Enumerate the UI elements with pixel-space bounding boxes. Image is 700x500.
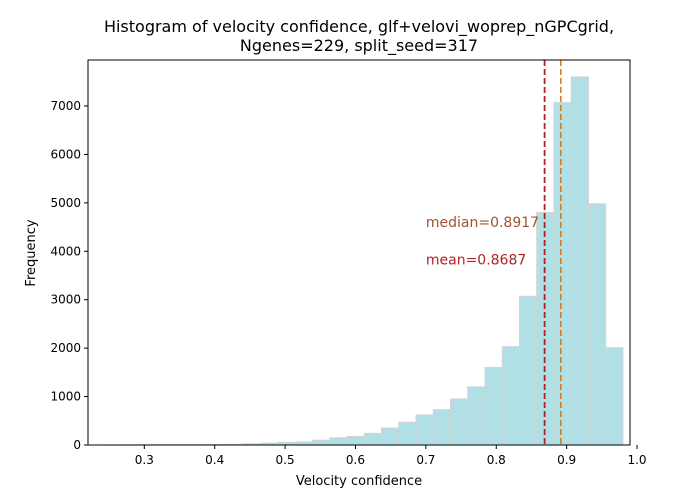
histogram-bar [346,436,365,446]
x-tick-label: 0.6 [346,453,365,467]
chart-title-line2: Ngenes=229, split_seed=317 [240,36,478,56]
histogram-bar [553,102,572,446]
y-tick-label: 5000 [50,196,81,210]
histogram-bar [363,432,383,446]
histogram-bar [587,203,607,446]
x-tick-label: 0.8 [487,453,506,467]
chart-title-line1: Histogram of velocity confidence, glf+ve… [104,17,614,37]
y-tick-label: 0 [73,438,81,452]
y-tick-label: 2000 [50,341,81,355]
histogram-bar [467,386,486,446]
histogram-bar [518,295,538,446]
y-axis-label: Frequency [24,219,39,286]
x-tick-label: 0.4 [205,453,224,467]
histogram-bar [312,439,331,446]
x-axis-label: Velocity confidence [296,474,422,489]
y-tick-label: 7000 [50,99,81,113]
x-tick-label: 0.7 [416,453,435,467]
histogram-bar [415,414,434,446]
x-tick-label: 1.0 [627,453,646,467]
histogram-bar [501,346,520,446]
mean-annotation: mean=0.8687 [426,253,526,269]
y-tick-label: 1000 [50,390,81,404]
histogram-bar [570,76,589,446]
y-tick-label: 6000 [50,147,81,161]
reference-lines [543,60,562,445]
y-axis: 0 1000 2000 3000 4000 5000 6000 7000 [50,99,88,452]
histogram-bar [536,212,555,446]
x-axis: 0.3 0.4 0.5 0.6 0.7 0.8 0.9 1.0 [135,445,647,467]
histogram-bar [329,437,348,446]
x-tick-label: 0.3 [135,453,154,467]
x-tick-label: 0.9 [557,453,576,467]
histogram-bar [381,427,400,446]
histogram-bars [105,76,624,446]
histogram-bar [432,409,452,446]
x-tick-label: 0.5 [276,453,295,467]
histogram-bar [605,347,624,446]
histogram-bar [450,398,469,446]
histogram-bar [398,421,417,446]
y-tick-label: 3000 [50,293,81,307]
median-annotation: median=0.8917 [426,215,539,231]
annotations: median=0.8917 mean=0.8687 [426,215,539,268]
y-tick-label: 4000 [50,244,81,258]
histogram-bar [484,367,503,446]
plot-frame [87,59,631,446]
